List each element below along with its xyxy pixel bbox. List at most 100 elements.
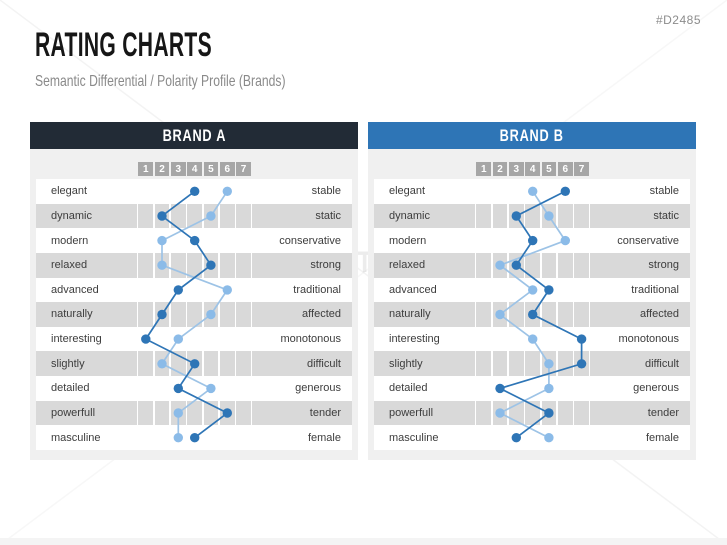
scale-cell-separator	[556, 252, 558, 278]
scale-cell-separator	[169, 203, 171, 229]
profile-row-naturally: naturally affected	[36, 302, 352, 327]
scale-cell-separator	[250, 400, 253, 426]
scale-cell-separator	[169, 252, 171, 278]
attribute-right-label: traditional	[631, 283, 679, 296]
scale-cell-separator	[218, 252, 220, 278]
profile-row-relaxed: relaxed strong	[374, 252, 690, 278]
panel-title: BRAND A	[162, 125, 226, 145]
attribute-right-label: static	[315, 209, 341, 222]
attribute-left-label: dynamic	[51, 209, 92, 222]
document-id: #D2485	[655, 13, 701, 27]
panel-body: 1 2 3 4 5 6 7 elegant stable dynamic static modern c…	[368, 149, 696, 460]
scale-cell-separator	[169, 302, 171, 327]
scale-cell-separator	[136, 203, 139, 229]
scale-cell-separator	[540, 252, 542, 278]
profile-row-relaxed: relaxed strong	[36, 252, 352, 278]
scale-cell-separator	[474, 302, 477, 327]
profile-row-modern: modern conservative	[36, 228, 352, 253]
attribute-right-label: difficult	[644, 357, 679, 370]
scale-cell-separator	[474, 400, 477, 426]
scale-cell-separator	[234, 252, 237, 278]
scale-cell-separator	[540, 400, 542, 426]
scale-cell-separator	[572, 351, 575, 377]
scale-cell-separator	[169, 400, 171, 426]
scale-cell-separator	[153, 252, 155, 278]
attribute-left-label: relaxed	[389, 259, 426, 272]
scale-cell-separator	[185, 351, 188, 377]
attribute-left-label: detailed	[389, 382, 428, 395]
scale-tick-3: 3	[170, 162, 186, 176]
attribute-left-label: advanced	[389, 283, 437, 296]
profile-row-powerfull: powerfull tender	[374, 400, 690, 426]
scale-cell-separator	[572, 252, 575, 278]
panel-header: BRAND A	[30, 122, 358, 149]
scale-cell-separator	[556, 351, 558, 377]
scale-tick-4: 4	[525, 162, 541, 176]
scale-cell-separator	[153, 203, 155, 229]
scale-tick-6: 6	[219, 162, 235, 176]
profile-row-masculine: masculine female	[374, 425, 690, 450]
scale-cell-separator	[540, 351, 542, 377]
attribute-left-label: elegant	[51, 185, 88, 198]
attribute-left-label: interesting	[51, 333, 102, 346]
scale-cell-separator	[474, 351, 477, 377]
attribute-right-label: difficult	[306, 357, 341, 370]
attribute-right-label: monotonous	[618, 333, 679, 346]
scale-cell-separator	[250, 203, 253, 229]
attribute-left-label: elegant	[389, 185, 426, 198]
attribute-right-label: static	[653, 209, 679, 222]
profile-row-dynamic: dynamic static	[36, 203, 352, 229]
footer-strip	[0, 538, 727, 545]
scale-tick-1: 1	[476, 162, 492, 176]
scale-cell-separator	[474, 252, 477, 278]
profile-row-powerfull: powerfull tender	[36, 400, 352, 426]
scale-cell-separator	[169, 351, 171, 377]
scale-cell-separator	[234, 302, 237, 327]
scale-cell-separator	[507, 400, 509, 426]
profile-row-masculine: masculine female	[36, 425, 352, 450]
scale-cell-separator	[202, 351, 204, 377]
attribute-left-label: interesting	[389, 333, 440, 346]
attribute-left-label: powerfull	[51, 407, 96, 420]
scale-cell-separator	[218, 400, 220, 426]
attribute-left-label: masculine	[389, 431, 439, 444]
attribute-right-label: conservative	[279, 234, 341, 247]
attribute-left-label: modern	[51, 234, 89, 247]
scale-cell-separator	[202, 252, 204, 278]
scale-tick-5: 5	[541, 162, 557, 176]
scale-tick-7: 7	[574, 162, 589, 176]
scale-cell-separator	[588, 351, 591, 377]
scale-cell-separator	[218, 302, 220, 327]
attribute-left-label: advanced	[51, 283, 99, 296]
attribute-right-label: strong	[310, 259, 341, 272]
attribute-right-label: stable	[649, 185, 679, 198]
attribute-right-label: tender	[647, 407, 679, 420]
scale-cell-separator	[234, 351, 237, 377]
scale-cell-separator	[523, 400, 526, 426]
scale-tick-1: 1	[138, 162, 154, 176]
scale-cell-separator	[234, 203, 237, 229]
scale-cell-separator	[185, 302, 188, 327]
scale-cell-separator	[507, 252, 509, 278]
scale-tick-5: 5	[203, 162, 219, 176]
profile-row-elegant: elegant stable	[374, 179, 690, 204]
scale-cell-separator	[507, 203, 509, 229]
attribute-left-label: powerfull	[389, 407, 434, 420]
scale-cell-separator	[523, 252, 526, 278]
attribute-right-label: generous	[295, 382, 341, 395]
attribute-right-label: affected	[640, 308, 679, 321]
profile-row-detailed: detailed generous	[36, 376, 352, 401]
scale-cell-separator	[491, 351, 493, 377]
scale-cell-separator	[491, 252, 493, 278]
profile-row-elegant: elegant stable	[36, 179, 352, 204]
scale-cell-separator	[556, 302, 558, 327]
attribute-right-label: female	[645, 431, 679, 444]
profile-row-naturally: naturally affected	[374, 302, 690, 327]
scale-cell-separator	[572, 400, 575, 426]
attribute-right-label: affected	[302, 308, 341, 321]
scale-cell-separator	[507, 351, 509, 377]
attribute-right-label: generous	[633, 382, 679, 395]
attribute-right-label: conservative	[617, 234, 679, 247]
profile-row-advanced: advanced traditional	[36, 278, 352, 303]
attribute-left-label: modern	[389, 234, 427, 247]
